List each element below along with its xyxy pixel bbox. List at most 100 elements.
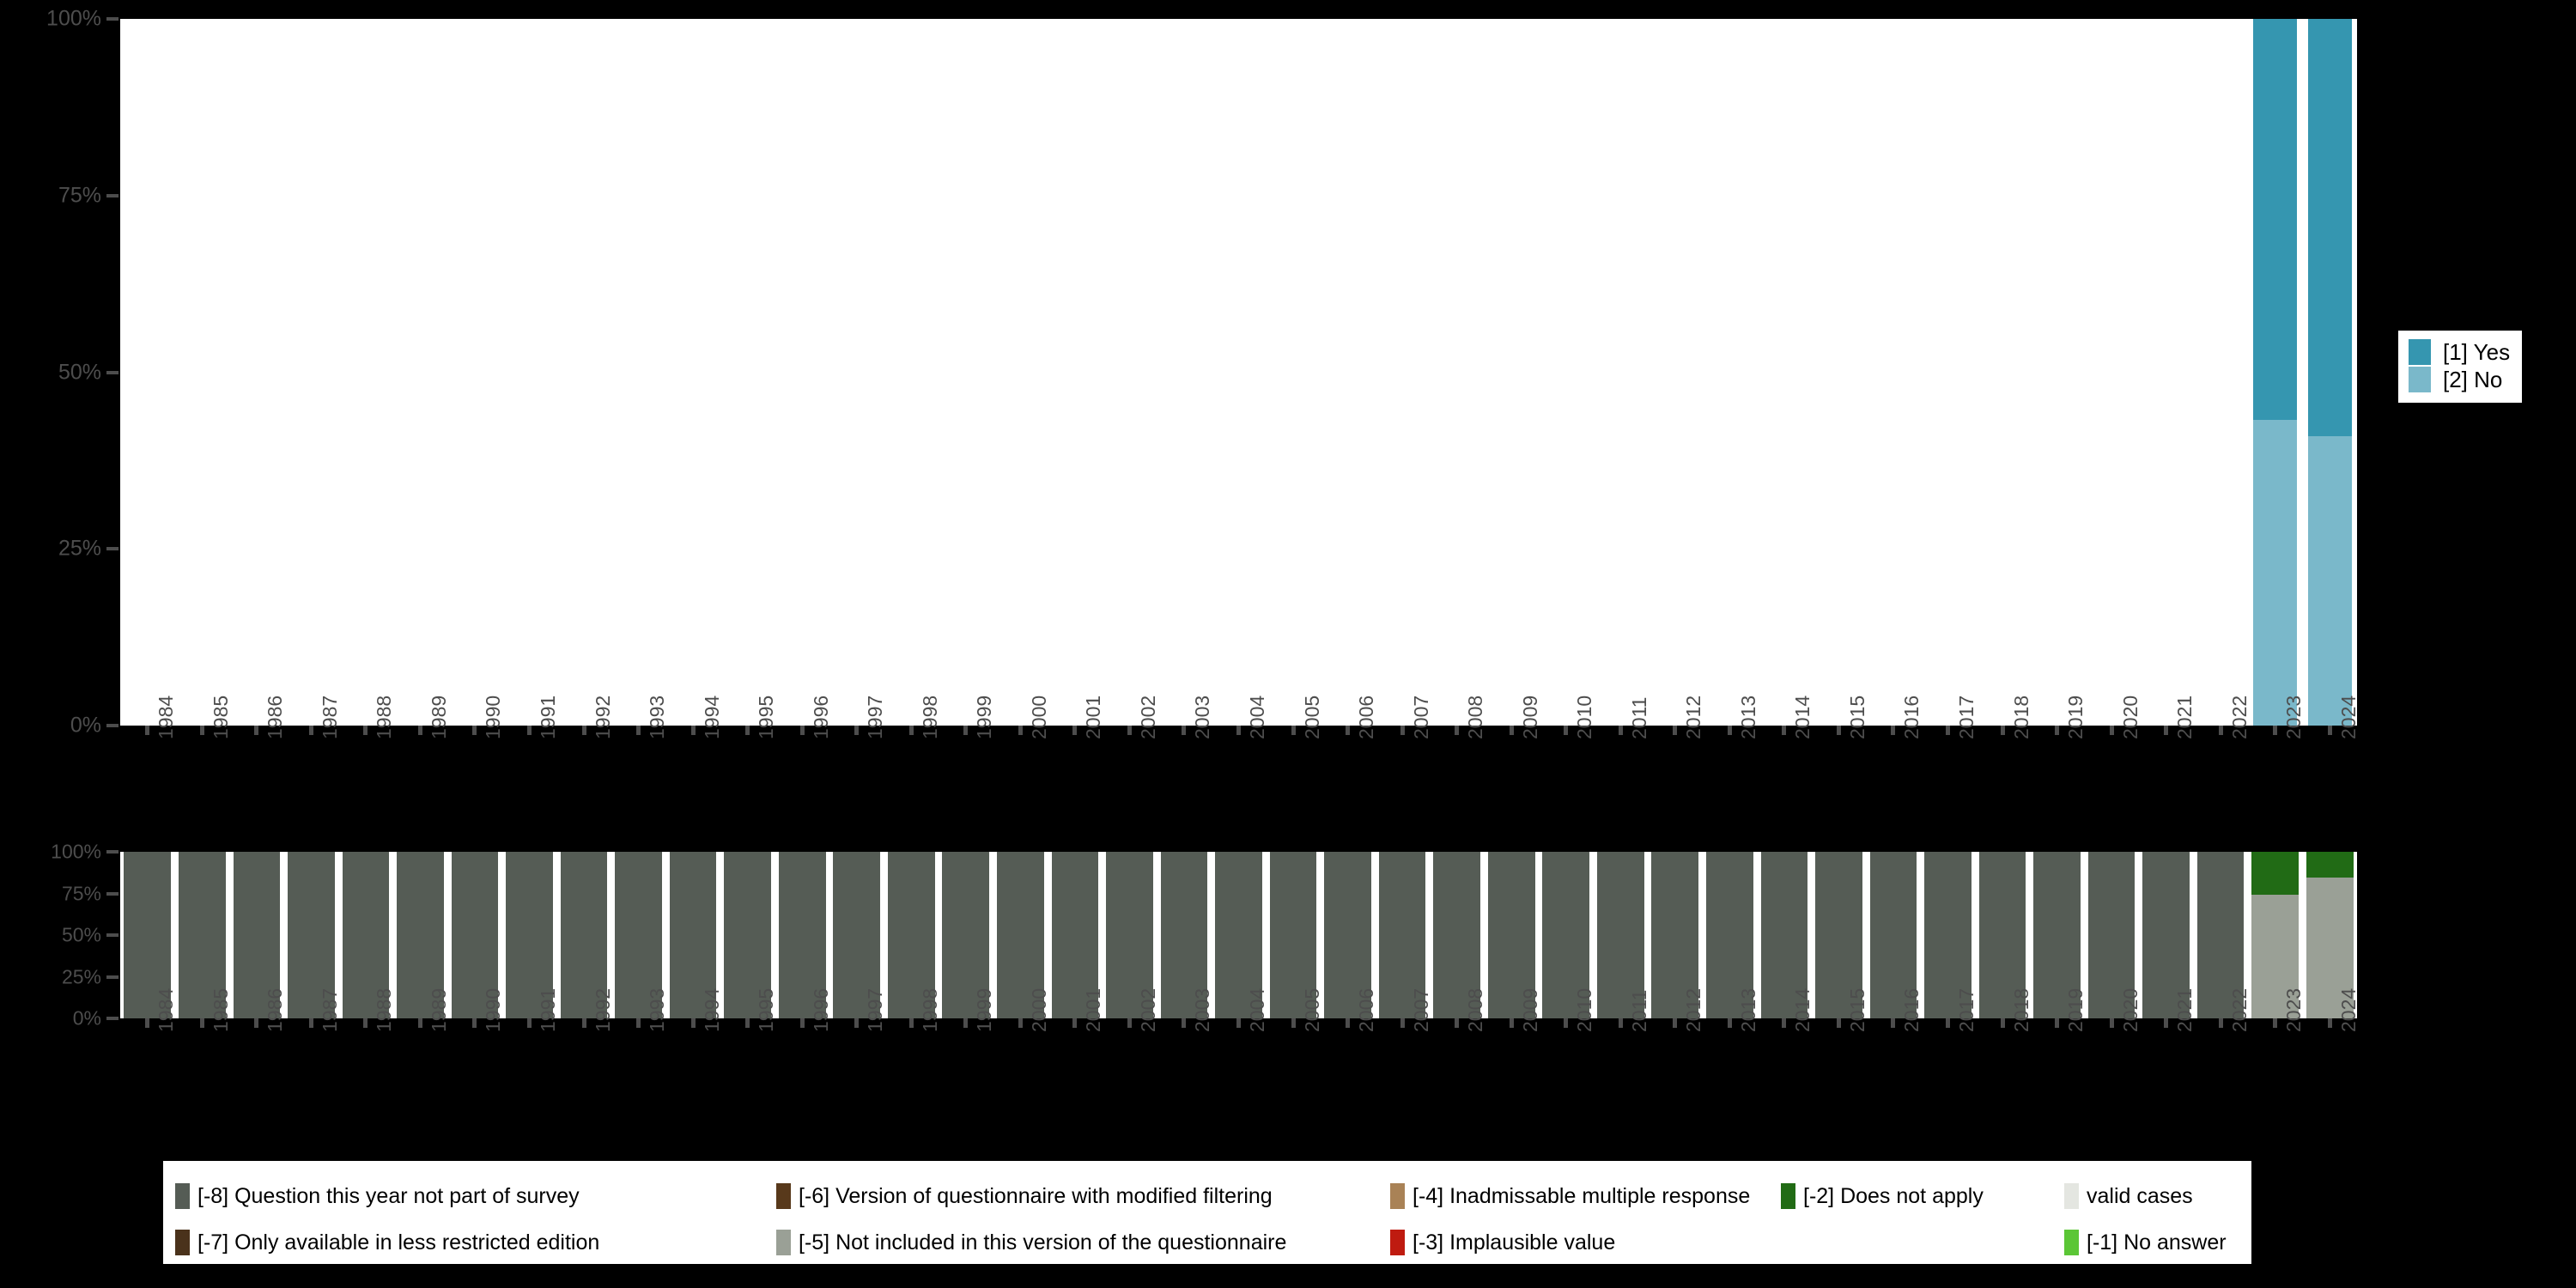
bar-segment[interactable] — [615, 852, 662, 1018]
bar-segment[interactable] — [833, 852, 881, 1018]
category-legend-item[interactable]: [-2] Does not apply — [1781, 1183, 2064, 1209]
bar-segment[interactable] — [1706, 852, 1753, 1018]
bar-column[interactable] — [288, 852, 335, 1018]
category-legend-item[interactable]: [-7] Only available in less restricted e… — [175, 1230, 776, 1255]
bar-segment[interactable] — [1324, 852, 1371, 1018]
bar-column[interactable] — [451, 852, 499, 1018]
bar-column[interactable] — [1106, 852, 1153, 1018]
bar-segment[interactable] — [1269, 852, 1317, 1018]
bar-column[interactable] — [178, 852, 226, 1018]
bar-segment[interactable] — [2307, 19, 2352, 437]
bar-segment[interactable] — [1487, 852, 1535, 1018]
bar-segment[interactable] — [1542, 852, 1590, 1018]
bar-segment[interactable] — [233, 852, 281, 1018]
bar-column[interactable] — [724, 852, 771, 1018]
bar-segment[interactable] — [1378, 852, 1426, 1018]
bar-column[interactable] — [342, 852, 390, 1018]
bar-segment[interactable] — [2196, 852, 2245, 1018]
bar-segment[interactable] — [1433, 852, 1480, 1018]
bar-column[interactable] — [1433, 852, 1480, 1018]
bar-segment[interactable] — [1651, 852, 1699, 1018]
category-legend-item[interactable]: [-5] Not included in this version of the… — [776, 1230, 1390, 1255]
bar-segment[interactable] — [2253, 19, 2298, 421]
bar-segment[interactable] — [560, 852, 608, 1018]
bar-segment[interactable] — [2142, 852, 2190, 1018]
series-legend-item[interactable]: [1] Yes — [2409, 339, 2510, 365]
bar-column[interactable] — [397, 852, 444, 1018]
series-legend-item[interactable]: [2] No — [2409, 367, 2510, 392]
bar-segment[interactable] — [451, 852, 499, 1018]
bar-segment[interactable] — [124, 852, 172, 1018]
bar-column[interactable] — [1760, 852, 1808, 1018]
bar-segment[interactable] — [2307, 436, 2352, 726]
bar-column[interactable] — [833, 852, 881, 1018]
bar-column[interactable] — [2196, 852, 2245, 1018]
bar-column[interactable] — [1596, 852, 1644, 1018]
bar-segment[interactable] — [2253, 420, 2298, 726]
bar-column[interactable] — [2033, 852, 2081, 1018]
category-legend-item[interactable]: valid cases — [2064, 1183, 2243, 1209]
bar-segment[interactable] — [1869, 852, 1917, 1018]
bar-column[interactable] — [2087, 852, 2136, 1018]
bar-segment[interactable] — [2306, 878, 2354, 1018]
bar-segment[interactable] — [2251, 852, 2299, 896]
bar-segment[interactable] — [178, 852, 226, 1018]
bar-column[interactable] — [1215, 852, 1262, 1018]
bar-segment[interactable] — [1924, 852, 1971, 1018]
bar-segment[interactable] — [1978, 852, 2026, 1018]
bar-column[interactable] — [1542, 852, 1590, 1018]
bar-column[interactable] — [1051, 852, 1099, 1018]
bar-column[interactable] — [1924, 852, 1971, 1018]
bar-column[interactable] — [506, 852, 553, 1018]
bar-column[interactable] — [2307, 19, 2352, 726]
bar-column[interactable] — [2142, 852, 2190, 1018]
bar-segment[interactable] — [1051, 852, 1099, 1018]
bar-segment[interactable] — [1596, 852, 1644, 1018]
bar-segment[interactable] — [1160, 852, 1208, 1018]
category-legend-item[interactable]: [-4] Inadmissable multiple response — [1390, 1183, 1781, 1209]
category-legend-item[interactable]: [-1] No answer — [2064, 1230, 2243, 1255]
bar-segment[interactable] — [997, 852, 1044, 1018]
bar-segment[interactable] — [1760, 852, 1808, 1018]
bar-column[interactable] — [2306, 852, 2354, 1018]
bar-segment[interactable] — [397, 852, 444, 1018]
bar-segment[interactable] — [887, 852, 935, 1018]
bar-column[interactable] — [1160, 852, 1208, 1018]
bar-segment[interactable] — [1215, 852, 1262, 1018]
bar-column[interactable] — [2253, 19, 2298, 726]
bar-column[interactable] — [942, 852, 990, 1018]
bar-segment[interactable] — [942, 852, 990, 1018]
category-legend-item[interactable]: [-3] Implausible value — [1390, 1230, 1781, 1255]
bar-column[interactable] — [1978, 852, 2026, 1018]
bar-column[interactable] — [1269, 852, 1317, 1018]
category-legend-item[interactable]: [-8] Question this year not part of surv… — [175, 1183, 776, 1209]
category-legend-item[interactable]: [-6] Version of questionnaire with modif… — [776, 1183, 1390, 1209]
bar-segment[interactable] — [778, 852, 826, 1018]
bar-column[interactable] — [669, 852, 717, 1018]
bar-segment[interactable] — [342, 852, 390, 1018]
bar-column[interactable] — [1706, 852, 1753, 1018]
bar-segment[interactable] — [669, 852, 717, 1018]
bar-column[interactable] — [1651, 852, 1699, 1018]
bar-column[interactable] — [887, 852, 935, 1018]
bar-column[interactable] — [124, 852, 172, 1018]
bar-segment[interactable] — [2251, 895, 2299, 1018]
bar-segment[interactable] — [724, 852, 771, 1018]
bar-column[interactable] — [233, 852, 281, 1018]
bar-column[interactable] — [1815, 852, 1862, 1018]
bar-column[interactable] — [1378, 852, 1426, 1018]
bar-column[interactable] — [778, 852, 826, 1018]
bar-segment[interactable] — [288, 852, 335, 1018]
bar-segment[interactable] — [2033, 852, 2081, 1018]
bar-column[interactable] — [560, 852, 608, 1018]
bar-column[interactable] — [1487, 852, 1535, 1018]
bar-column[interactable] — [1324, 852, 1371, 1018]
bar-column[interactable] — [615, 852, 662, 1018]
bar-column[interactable] — [2251, 852, 2299, 1018]
bar-segment[interactable] — [1106, 852, 1153, 1018]
bar-column[interactable] — [997, 852, 1044, 1018]
bar-segment[interactable] — [506, 852, 553, 1018]
bar-segment[interactable] — [2306, 852, 2354, 878]
bar-segment[interactable] — [2087, 852, 2136, 1018]
bar-segment[interactable] — [1815, 852, 1862, 1018]
